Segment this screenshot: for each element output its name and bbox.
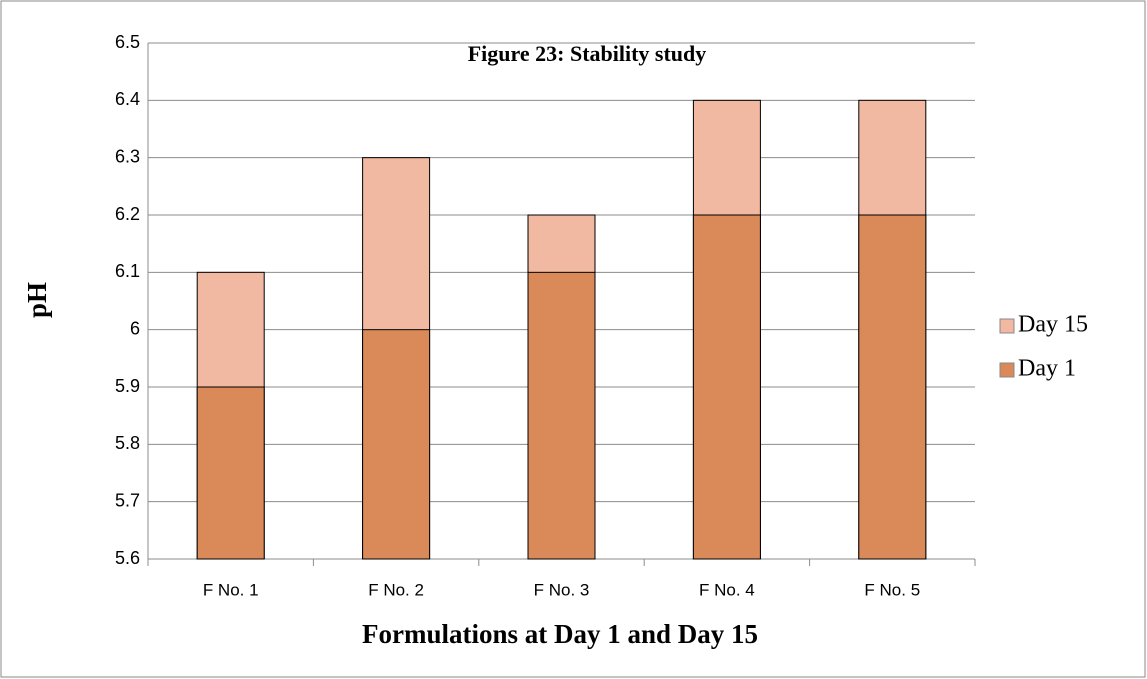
chart-title: Figure 23: Stability study xyxy=(468,41,707,66)
chart: Figure 23: Stability study Formulations … xyxy=(0,0,1147,679)
bar xyxy=(693,215,760,559)
y-axis-title: pH xyxy=(22,282,52,318)
x-axis-title: Formulations at Day 1 and Day 15 xyxy=(362,619,758,649)
y-tick-label: 6 xyxy=(130,318,140,338)
legend-label: Day 1 xyxy=(1018,356,1076,382)
y-tick-label: 5.7 xyxy=(115,490,140,510)
y-tick-label: 5.6 xyxy=(115,548,140,568)
y-tick-label: 6.3 xyxy=(115,146,140,166)
x-tick-label: F No. 1 xyxy=(203,580,259,599)
y-tick-label: 6.1 xyxy=(115,261,140,281)
y-tick-label: 6.5 xyxy=(115,32,140,52)
legend-swatch xyxy=(1000,319,1014,333)
bar xyxy=(859,215,926,559)
x-tick-label: F No. 3 xyxy=(534,580,590,599)
legend-label: Day 15 xyxy=(1018,312,1088,338)
x-tick-label: F No. 2 xyxy=(368,580,424,599)
bar xyxy=(528,272,595,559)
bar xyxy=(197,387,264,559)
y-tick-label: 5.9 xyxy=(115,376,140,396)
legend-swatch xyxy=(1000,363,1014,377)
y-tick-label: 5.8 xyxy=(115,433,140,453)
y-tick-label: 6.4 xyxy=(115,89,140,109)
x-tick-label: F No. 4 xyxy=(699,580,755,599)
y-tick-label: 6.2 xyxy=(115,204,140,224)
bar xyxy=(363,330,430,559)
x-tick-label: F No. 5 xyxy=(864,580,920,599)
